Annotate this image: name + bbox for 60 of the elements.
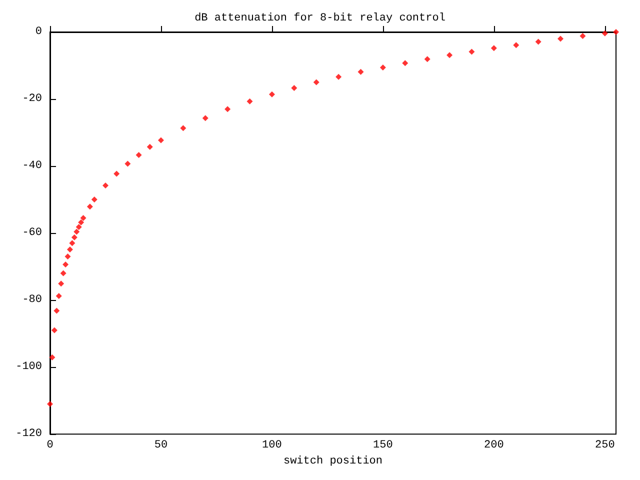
point bbox=[180, 125, 186, 132]
point bbox=[62, 262, 69, 268]
point bbox=[69, 240, 76, 246]
chart-title: dB attenuation for 8-bit relay control bbox=[194, 12, 446, 24]
point bbox=[580, 33, 586, 40]
point bbox=[336, 74, 342, 80]
point bbox=[424, 56, 430, 62]
point bbox=[71, 234, 78, 240]
point bbox=[54, 308, 60, 314]
point bbox=[56, 293, 62, 300]
point bbox=[102, 182, 108, 188]
point bbox=[64, 254, 71, 260]
point bbox=[114, 170, 120, 177]
point bbox=[58, 280, 64, 287]
point bbox=[78, 219, 84, 226]
point bbox=[76, 224, 82, 230]
point bbox=[74, 228, 80, 235]
y-tick-label: -100 bbox=[16, 361, 42, 374]
point bbox=[202, 115, 208, 122]
point bbox=[490, 45, 497, 52]
point bbox=[49, 354, 56, 360]
point bbox=[291, 84, 298, 91]
y-tick-label: 0 bbox=[35, 26, 42, 38]
point bbox=[613, 29, 619, 35]
point bbox=[158, 137, 164, 144]
point bbox=[446, 52, 453, 58]
point bbox=[136, 152, 142, 158]
y-tick-label: -20 bbox=[22, 93, 42, 106]
x-tick-label: 200 bbox=[484, 440, 504, 452]
point bbox=[380, 64, 386, 71]
point bbox=[268, 91, 275, 98]
y-tick-label: -60 bbox=[22, 227, 42, 240]
point bbox=[224, 106, 231, 112]
point bbox=[124, 160, 131, 167]
point bbox=[86, 204, 93, 210]
point bbox=[513, 42, 520, 48]
x-axis-title: switch position bbox=[283, 456, 383, 468]
x-tick-label: 150 bbox=[373, 440, 393, 452]
point bbox=[313, 79, 320, 86]
point bbox=[91, 196, 98, 203]
x-tick-label: 50 bbox=[154, 440, 168, 452]
point bbox=[558, 36, 564, 42]
point bbox=[602, 30, 608, 36]
y-tick-label: -80 bbox=[22, 294, 42, 306]
y-tick-label: -120 bbox=[16, 428, 42, 440]
x-tick-label: 100 bbox=[262, 440, 282, 452]
point bbox=[146, 144, 153, 150]
point bbox=[47, 400, 53, 407]
point bbox=[51, 327, 58, 334]
x-tick-label: 0 bbox=[46, 440, 54, 452]
point bbox=[60, 270, 66, 276]
point bbox=[66, 246, 73, 252]
x-tick-label: 250 bbox=[594, 440, 615, 452]
y-tick-label: -40 bbox=[22, 160, 42, 172]
point bbox=[358, 68, 364, 75]
point bbox=[246, 98, 253, 104]
point bbox=[80, 214, 86, 221]
point bbox=[402, 60, 408, 66]
point bbox=[468, 48, 475, 55]
point bbox=[535, 38, 542, 45]
